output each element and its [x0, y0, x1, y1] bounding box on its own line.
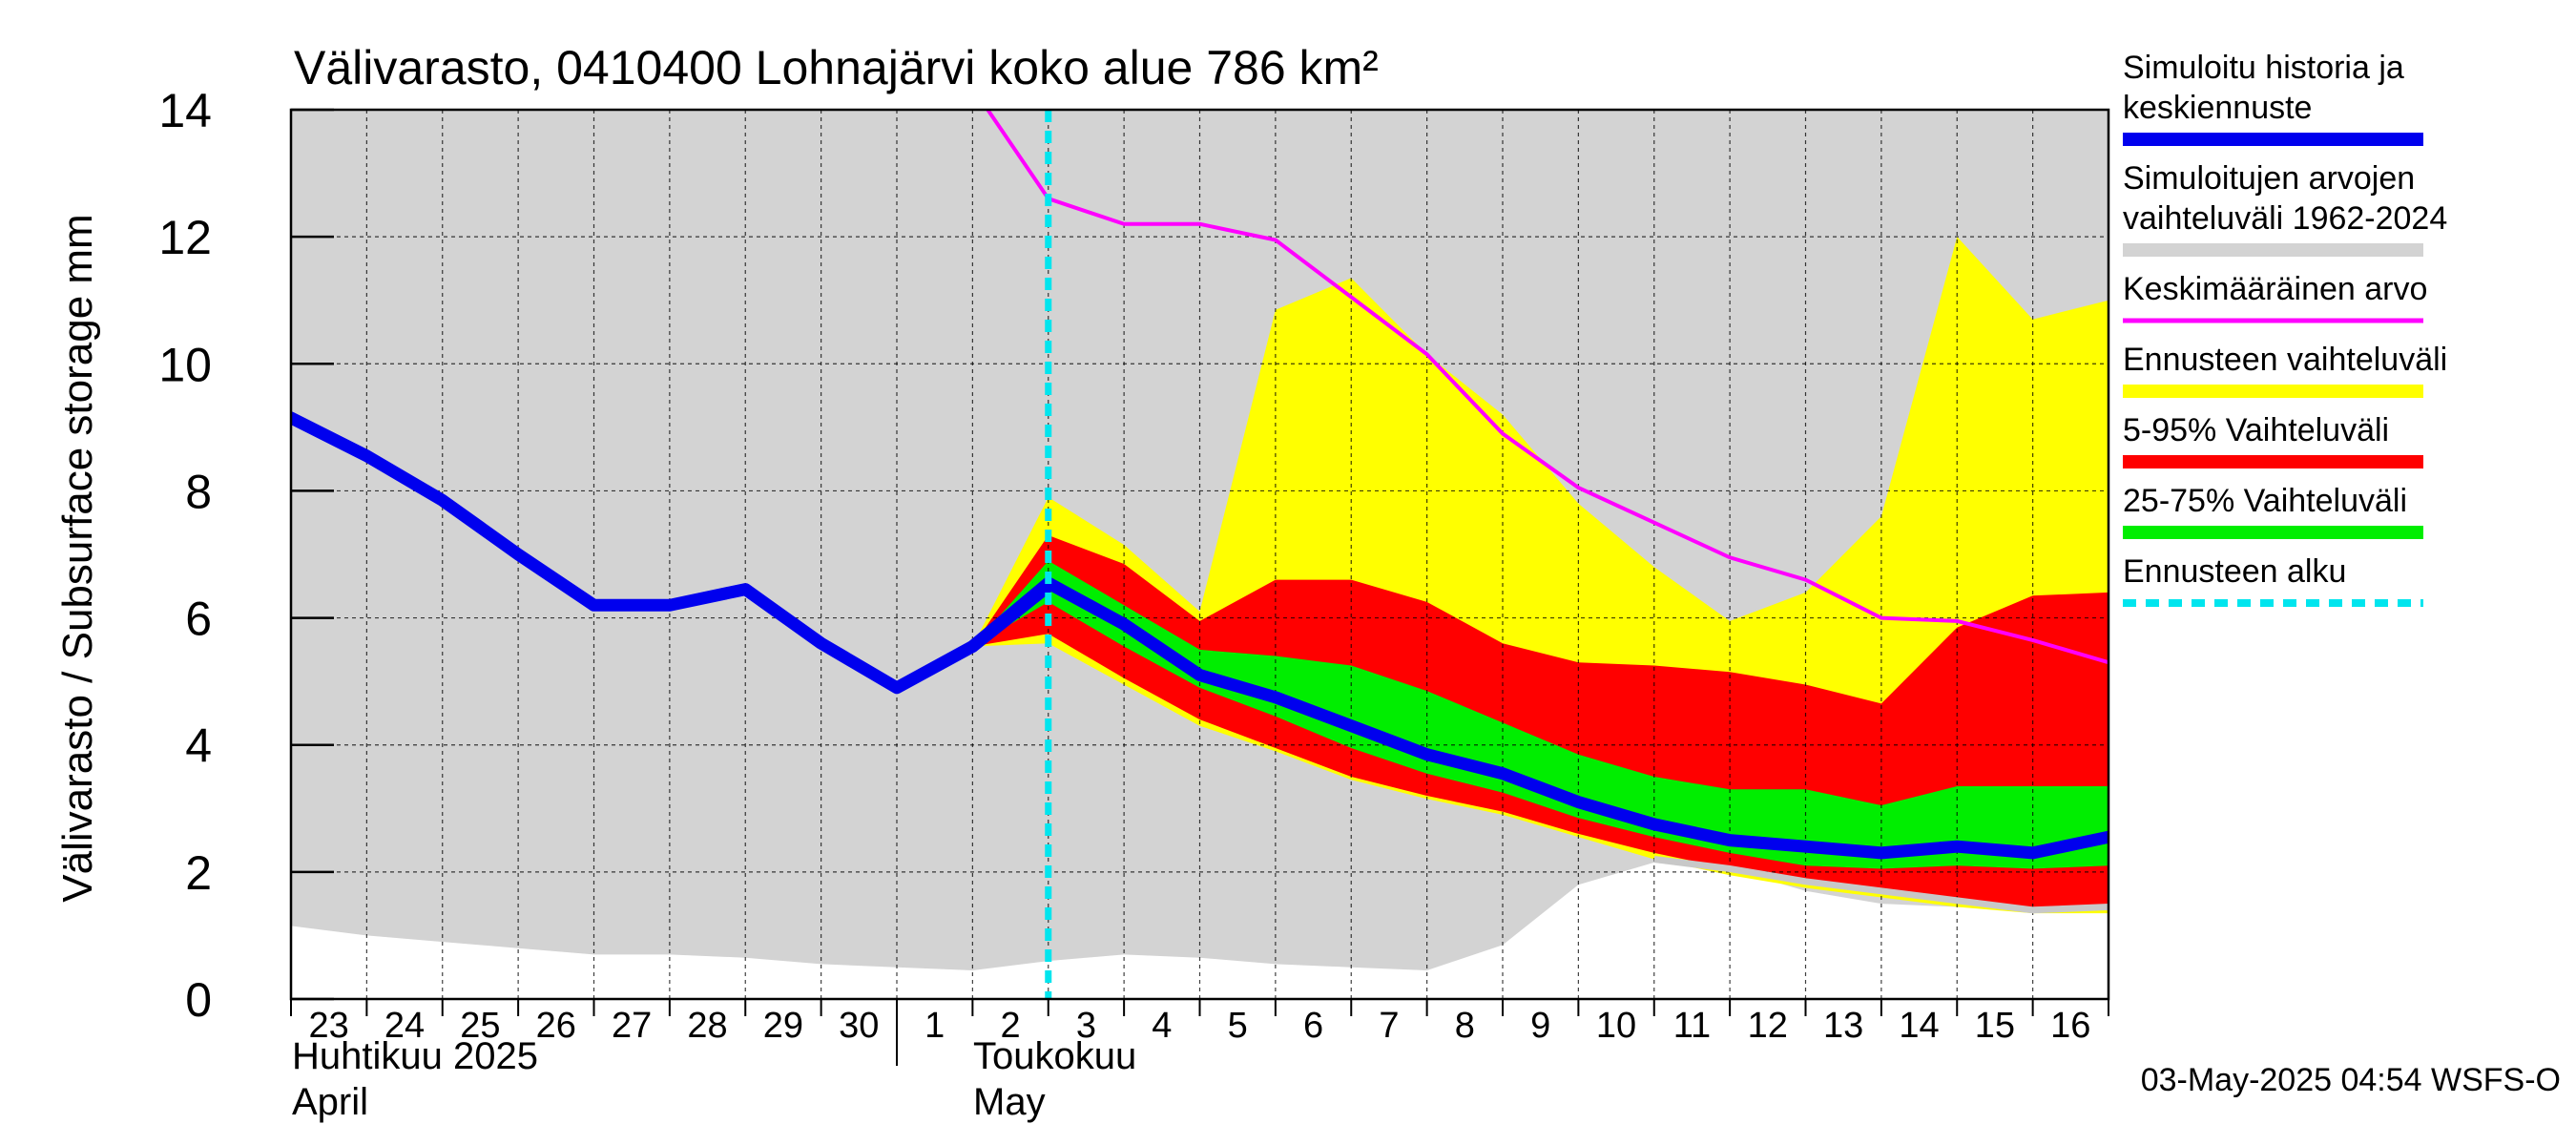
x-tick-label: 27: [612, 1006, 652, 1046]
timestamp: 03-May-2025 04:54 WSFS-O: [2141, 1062, 2561, 1098]
legend-label: Keskimääräinen arvo: [2123, 271, 2427, 307]
x-tick-label: 26: [536, 1006, 576, 1046]
month-label-may-en: May: [973, 1081, 1046, 1123]
x-tick-label: 12: [1748, 1006, 1788, 1046]
y-tick-label: 12: [158, 211, 212, 264]
x-tick-label: 10: [1596, 1006, 1636, 1046]
x-tick-label: 1: [924, 1006, 945, 1046]
x-tick-labels: 23 24 25 26 27 28 29 30 1 2 3 4 5 6 7 8 9 10 11 12 13 14 15 16: [309, 1006, 2091, 1046]
y-tick-label: 0: [185, 973, 212, 1027]
x-tick-label: 23: [309, 1006, 349, 1046]
y-tick-label: 6: [185, 593, 212, 646]
x-tick-label: 7: [1379, 1006, 1399, 1046]
month-label-april-fi: Huhtikuu 2025: [292, 1035, 538, 1077]
x-tick-label: 9: [1530, 1006, 1550, 1046]
x-tick-label: 25: [460, 1006, 500, 1046]
legend: Simuloitu historia ja keskiennuste Simuloi…: [2123, 50, 2447, 607]
y-tick-label: 2: [185, 846, 212, 900]
x-tick-label: 8: [1455, 1006, 1475, 1046]
y-tick-label: 14: [158, 84, 212, 137]
legend-label: Ennusteen alku: [2123, 553, 2346, 590]
min-line: [1653, 856, 2109, 914]
y-tick-label: 10: [158, 338, 212, 391]
y-tick-label: 8: [185, 465, 212, 518]
month-label-april-en: April: [292, 1081, 368, 1123]
x-tick-label: 24: [384, 1006, 425, 1046]
y-tick-label: 4: [185, 719, 212, 773]
y-tick-labels: 0 2 4 6 8 10 12 14: [158, 84, 212, 1027]
frame-layer: [289, 108, 2110, 1066]
legend-label: 5-95% Vaihteluväli: [2123, 412, 2389, 448]
x-tick-label: 2: [1000, 1006, 1020, 1046]
legend-label: Simuloitu historia ja keskiennuste: [2123, 50, 2404, 126]
month-label-may-fi: Toukokuu: [973, 1035, 1136, 1077]
x-tick-label: 29: [763, 1006, 803, 1046]
x-tick-label: 13: [1823, 1006, 1863, 1046]
x-tick-label: 28: [687, 1006, 727, 1046]
forecast-median-line: [966, 576, 2109, 860]
lines-layer: [291, 110, 2109, 999]
legend-label: 25-75% Vaihteluväli: [2123, 483, 2407, 519]
x-tick-label: 4: [1152, 1006, 1172, 1046]
x-tick-label: 6: [1303, 1006, 1323, 1046]
mean-line: [986, 110, 2109, 665]
legend-label: Simuloitujen arvojen vaihteluväli 1962-20…: [2123, 160, 2447, 237]
p25-75-band: [972, 560, 2109, 869]
chart-title: Välivarasto, 0410400 Lohnajärvi koko alu…: [294, 41, 1379, 94]
x-tick-label: 3: [1076, 1006, 1096, 1046]
x-tick-label: 14: [1899, 1006, 1939, 1046]
x-tick-label: 16: [2050, 1006, 2090, 1046]
x-tick-label: 30: [839, 1006, 879, 1046]
x-tick-label: 15: [1975, 1006, 2015, 1046]
y-axis-label: Välivarasto / Subsurface storage mm: [54, 214, 101, 902]
x-tick-label: 5: [1228, 1006, 1248, 1046]
history-median-line: [291, 411, 1055, 695]
x-tick-label: 11: [1673, 1006, 1711, 1046]
legend-label: Ennusteen vaihteluväli: [2123, 342, 2447, 378]
